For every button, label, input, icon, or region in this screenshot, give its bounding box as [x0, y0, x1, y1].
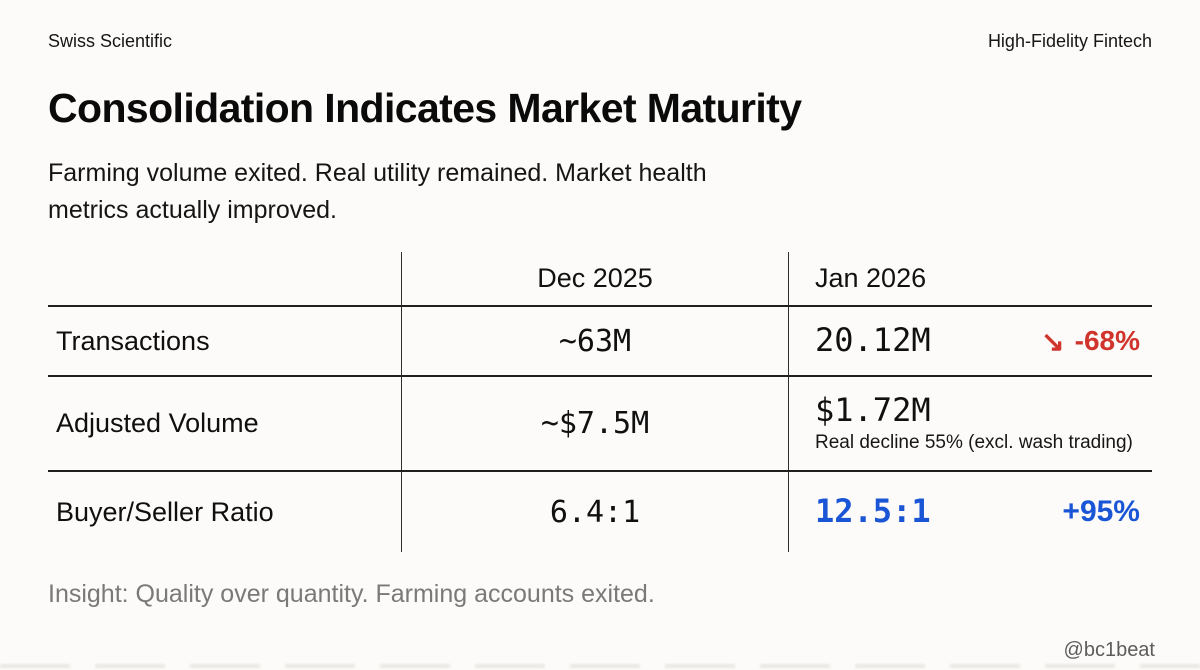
page-title: Consolidation Indicates Market Maturity: [48, 85, 802, 131]
dec-value: ~63M: [401, 307, 788, 375]
dec-value: ~$7.5M: [401, 377, 788, 470]
brand-right: High-Fidelity Fintech: [987, 31, 1152, 51]
subtitle: Farming volume exited. Real utility rema…: [48, 155, 888, 229]
table-header-row: Dec 2025 Jan 2026: [48, 252, 1152, 307]
top-bar: Swiss Scientific High-Fidelity Fintech: [48, 0, 1152, 52]
change-value: -68%: [1074, 325, 1140, 356]
change-value: +95%: [1062, 495, 1140, 528]
jan-footnote: Real decline 55% (excl. wash trading): [815, 432, 1133, 454]
header-dec-2025: Dec 2025: [401, 252, 788, 305]
bottom-smudge-band: [0, 664, 1200, 668]
header-metric-cell: [48, 252, 401, 305]
row-label: Transactions: [56, 325, 210, 356]
trend-down-icon: ↘: [1041, 325, 1065, 357]
subtitle-line-1: Farming volume exited. Real utility rema…: [48, 159, 707, 187]
change-badge: +95%: [1062, 495, 1140, 529]
header-jan-2026: Jan 2026: [788, 252, 1152, 305]
change-badge: ↘ -68%: [1041, 325, 1140, 358]
subtitle-line-2: metrics actually improved.: [48, 196, 337, 224]
table-row-adjusted-volume: Adjusted Volume ~$7.5M $1.72M Real decli…: [48, 377, 1152, 472]
row-label: Buyer/Seller Ratio: [56, 496, 274, 527]
dec-value: 6.4:1: [401, 472, 788, 552]
jan-cell: 20.12M ↘ -68%: [788, 307, 1152, 375]
jan-value: 12.5:1: [815, 492, 931, 531]
watermark-handle: @bc1beat: [1063, 639, 1155, 661]
table-row-transactions: Transactions ~63M 20.12M ↘ -68%: [48, 307, 1152, 377]
table-row-buyer-seller-ratio: Buyer/Seller Ratio 6.4:1 12.5:1 +95%: [48, 472, 1152, 552]
metrics-table: Dec 2025 Jan 2026 Transactions ~63M 20.1…: [48, 252, 1152, 552]
jan-cell: $1.72M Real decline 55% (excl. wash trad…: [788, 377, 1152, 470]
jan-value: 20.12M: [815, 321, 931, 360]
jan-value: $1.72M: [815, 390, 931, 429]
jan-cell: 12.5:1 +95%: [788, 472, 1152, 552]
insight-text: Insight: Quality over quantity. Farming …: [48, 580, 655, 608]
row-label: Adjusted Volume: [56, 408, 259, 438]
brand-left: Swiss Scientific: [48, 31, 173, 51]
